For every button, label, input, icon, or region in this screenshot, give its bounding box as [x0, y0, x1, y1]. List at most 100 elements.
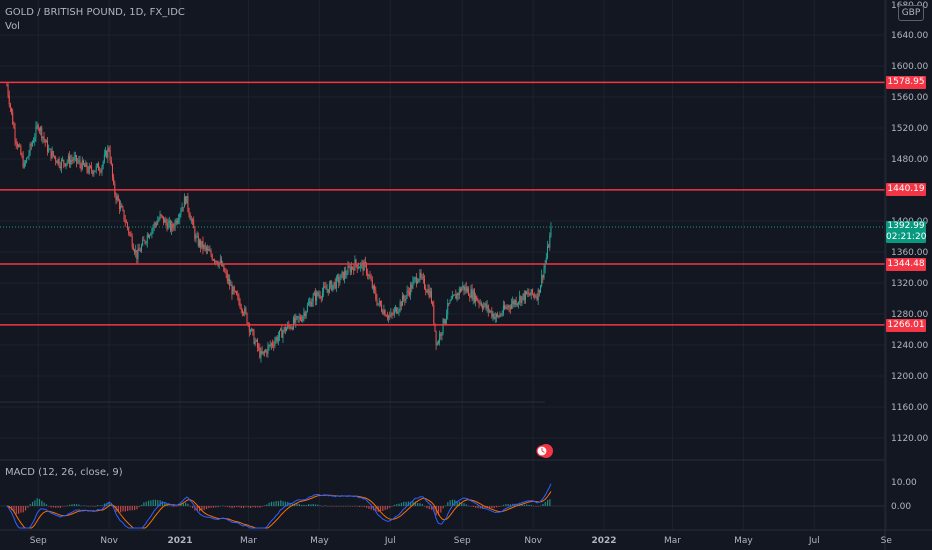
candle-body — [202, 241, 204, 250]
candle-body — [63, 159, 65, 164]
candle-body — [536, 296, 538, 300]
candle-body — [347, 266, 349, 275]
candle-body — [64, 163, 66, 167]
candle-body — [412, 280, 414, 289]
candle-body — [357, 267, 359, 269]
candle-body — [439, 333, 441, 343]
macd-histogram-bar — [347, 505, 349, 507]
candle-body — [537, 289, 539, 300]
macd-histogram-bar — [354, 505, 356, 507]
candle-body — [189, 215, 191, 221]
macd-histogram-bar — [219, 505, 222, 507]
candle-body — [306, 305, 308, 312]
macd-histogram-bar — [333, 506, 335, 507]
candle-body — [331, 281, 333, 291]
macd-histogram-bar — [491, 506, 493, 509]
time-axis[interactable]: Sep Nov 2021 Mar May Jul Sep Nov 2022 Mar May Jul Se — [0, 529, 932, 546]
candle-body — [337, 276, 339, 278]
candle-body — [15, 140, 17, 144]
candle-body — [407, 290, 409, 292]
candle-body — [311, 301, 313, 307]
candle-body — [279, 330, 281, 337]
candle-body — [8, 95, 10, 105]
candle-body — [415, 277, 417, 284]
candle-body — [102, 161, 104, 166]
candle-body — [226, 273, 228, 281]
candle-body — [166, 222, 168, 230]
candle-body — [497, 314, 499, 316]
candle-body — [156, 223, 158, 225]
volume-label[interactable]: Vol — [5, 21, 20, 32]
candle-body — [234, 290, 236, 292]
candle-body — [404, 298, 406, 301]
candle-body — [258, 347, 260, 349]
candle-body — [495, 314, 497, 318]
macd-histogram-bar — [87, 506, 89, 507]
candle-body — [78, 160, 80, 162]
macd-histogram-bar — [396, 504, 398, 506]
macd-histogram-bar — [43, 502, 45, 506]
last-price-value: 1392.99 — [887, 221, 925, 231]
macd-histogram-bar — [537, 506, 539, 507]
macd-histogram-bar — [352, 506, 354, 507]
candle-body — [396, 307, 398, 314]
price-axis[interactable]: 1680.001640.001600.001560.001520.001480.… — [891, 1, 928, 512]
candle-body — [374, 285, 376, 291]
candle-body — [527, 292, 529, 294]
candle-body — [447, 303, 449, 315]
macd-histogram-bar — [356, 506, 358, 507]
candle-body — [200, 240, 202, 248]
currency-button[interactable]: GBP — [898, 5, 924, 21]
candle-body — [310, 301, 312, 307]
candle-body — [62, 159, 64, 161]
candle-body — [385, 315, 387, 317]
alert-marker[interactable] — [536, 444, 553, 458]
macd-title[interactable]: MACD (12, 26, close, 9) — [5, 467, 123, 478]
price-axis-tick: 1520.00 — [891, 124, 928, 134]
candle-body — [514, 300, 516, 305]
macd-histogram-bar — [549, 499, 551, 506]
candle-body — [391, 313, 393, 315]
candle-body — [500, 314, 502, 316]
macd-histogram-bar — [310, 504, 312, 506]
symbol-title[interactable]: GOLD / BRITISH POUND, 1D, FX_IDC — [5, 7, 185, 18]
candle-body — [408, 291, 410, 296]
macd-histogram-bar — [201, 506, 203, 511]
candle-body — [378, 300, 380, 304]
candle-body — [320, 297, 322, 299]
candle-body — [107, 148, 109, 158]
candle-body — [24, 162, 26, 164]
candle-body — [366, 263, 368, 274]
candle-body — [443, 318, 445, 324]
candle-body — [21, 154, 23, 156]
macd-histogram-bar — [440, 506, 442, 513]
candle-body — [276, 337, 278, 342]
candle-body — [522, 293, 524, 297]
candle-body — [250, 331, 252, 333]
macd-histogram-bar — [99, 505, 101, 506]
candle-body — [79, 160, 81, 165]
macd-histogram-bar — [38, 498, 41, 506]
candle-body — [125, 222, 127, 224]
macd-histogram-bar — [379, 506, 382, 512]
candle-body — [43, 136, 45, 140]
candle-body — [397, 311, 399, 314]
candle-body — [263, 351, 265, 353]
candle-body — [382, 310, 384, 314]
macd-histogram-bar — [266, 504, 268, 506]
macd-histogram-bar — [78, 504, 80, 506]
candle-body — [403, 295, 405, 299]
candle-body — [472, 290, 474, 300]
candle-body — [506, 307, 508, 309]
macd-histogram-bar — [82, 505, 85, 507]
candle-body — [260, 351, 262, 358]
candle-body — [427, 289, 429, 293]
candle-body — [541, 274, 543, 286]
candle-body — [453, 295, 455, 297]
candle-body — [546, 246, 548, 258]
candle-body — [321, 292, 323, 298]
macd-histogram-bar — [273, 501, 275, 506]
macd-histogram-bar — [73, 503, 75, 506]
macd-histogram-bar — [407, 501, 409, 506]
